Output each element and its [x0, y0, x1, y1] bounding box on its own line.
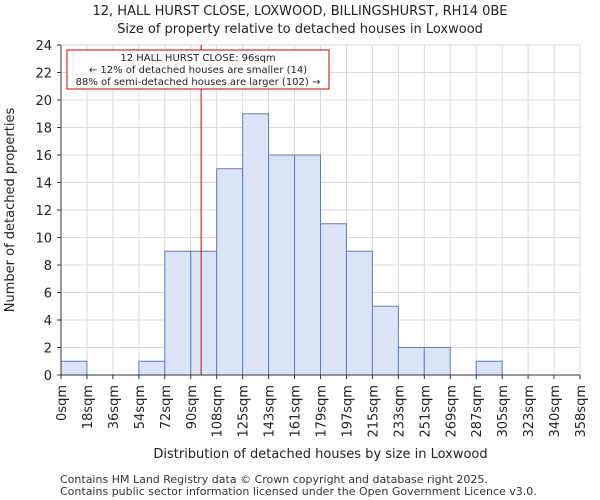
- histogram-bar: [138, 360, 166, 376]
- x-tick-label: 36sqm: [107, 385, 122, 429]
- y-tick-label: 10: [35, 232, 52, 247]
- y-tick-label: 14: [35, 177, 52, 192]
- footer-line-1: Contains HM Land Registry data © Crown c…: [60, 473, 488, 486]
- histogram-bar: [242, 113, 270, 376]
- y-tick-label: 20: [35, 94, 52, 109]
- bars-layer: [60, 113, 503, 376]
- x-tick-label: 108sqm: [211, 385, 226, 438]
- x-tick-label: 179sqm: [315, 385, 330, 438]
- footer-line-2: Contains public sector information licen…: [60, 485, 537, 498]
- histogram-bar: [397, 347, 425, 376]
- histogram-bar: [216, 168, 244, 376]
- annotation-line: ← 12% of detached houses are smaller (14…: [89, 65, 307, 76]
- histogram-bar: [60, 360, 88, 376]
- y-tick-label: 18: [35, 122, 52, 137]
- histogram-bar: [423, 347, 451, 376]
- y-tick-label: 6: [44, 287, 52, 302]
- x-tick-label: 305sqm: [496, 385, 511, 438]
- y-tick-label: 24: [35, 39, 52, 54]
- chart-subtitle: Size of property relative to detached ho…: [117, 22, 483, 37]
- x-tick-label: 251sqm: [418, 385, 433, 438]
- x-tick-label: 233sqm: [392, 385, 407, 438]
- y-tick-label: 8: [44, 259, 52, 274]
- y-axis-label: Number of detached properties: [3, 108, 18, 313]
- y-tick-label: 2: [44, 342, 52, 357]
- x-tick-label: 269sqm: [444, 385, 459, 438]
- x-tick-label: 215sqm: [366, 385, 381, 438]
- x-tick-label: 358sqm: [574, 385, 589, 438]
- histogram-bar: [320, 223, 347, 376]
- histogram-bar: [345, 250, 373, 376]
- x-tick-label: 287sqm: [470, 385, 485, 438]
- y-tick-label: 12: [35, 204, 52, 219]
- y-tick-label: 22: [35, 67, 52, 82]
- x-tick-label: 323sqm: [522, 385, 537, 438]
- histogram-bar: [164, 250, 192, 376]
- annotation-box: [66, 49, 330, 90]
- annotation-line: 12 HALL HURST CLOSE: 96sqm: [120, 53, 275, 64]
- histogram-bar: [190, 250, 218, 376]
- x-tick-label: 54sqm: [133, 385, 148, 429]
- x-tick-label: 143sqm: [263, 385, 278, 438]
- x-tick-label: 125sqm: [237, 385, 252, 438]
- y-tick-label: 16: [35, 149, 52, 164]
- histogram-bar: [371, 305, 399, 376]
- x-axis-label: Distribution of detached houses by size …: [153, 447, 487, 462]
- x-tick-label: 197sqm: [340, 385, 355, 438]
- x-tick-label: 340sqm: [548, 385, 563, 438]
- y-tick-label: 4: [44, 314, 52, 329]
- chart-title: 12, HALL HURST CLOSE, LOXWOOD, BILLINGSH…: [92, 4, 508, 19]
- x-tick-label: 161sqm: [289, 385, 304, 438]
- histogram-bar: [475, 360, 503, 376]
- marker-layer: 12 HALL HURST CLOSE: 96sqm← 12% of detac…: [66, 45, 330, 375]
- x-tick-label: 90sqm: [185, 385, 200, 429]
- annotation-line: 88% of semi-detached houses are larger (…: [76, 77, 321, 88]
- x-tick-label: 0sqm: [55, 385, 70, 421]
- histogram-bar: [294, 154, 321, 376]
- x-tick-label: 18sqm: [81, 385, 96, 429]
- y-tick-label: 0: [44, 369, 52, 384]
- x-tick-label: 72sqm: [159, 385, 174, 429]
- histogram-bar: [268, 154, 296, 376]
